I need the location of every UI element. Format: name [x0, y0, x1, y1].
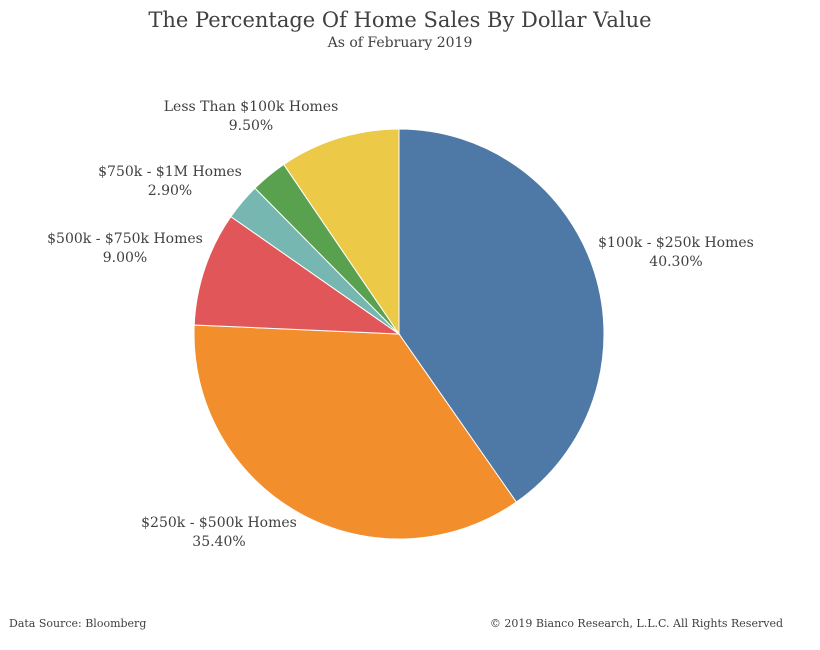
slice-value-label-3: 9.00%: [103, 250, 147, 266]
slice-value-label-4: 2.90%: [148, 183, 192, 199]
slice-label-2: $250k - $500k Homes: [141, 515, 297, 531]
slice-label-1: $100k - $250k Homes: [598, 235, 754, 251]
copyright-note: © 2019 Bianco Research, L.L.C. All Right…: [489, 617, 783, 630]
data-source-note: Data Source: Bloomberg: [9, 617, 147, 630]
pie-slice-2: [193, 324, 518, 540]
pie-slice-3: [193, 215, 401, 335]
slice-label-4: $750k - $1M Homes: [98, 164, 242, 180]
slice-label-6: Less Than $100k Homes: [164, 99, 339, 115]
pie-slice-6: [283, 128, 400, 336]
pie-slice-1: [398, 128, 605, 503]
slice-label-3: $500k - $750k Homes: [47, 231, 203, 247]
slice-value-label-6: 9.50%: [229, 118, 273, 134]
chart-title: The Percentage Of Home Sales By Dollar V…: [148, 8, 652, 32]
slice-value-label-1: 40.30%: [649, 254, 702, 270]
slice-value-label-2: 35.40%: [192, 534, 245, 550]
chart-subtitle: As of February 2019: [327, 35, 473, 51]
